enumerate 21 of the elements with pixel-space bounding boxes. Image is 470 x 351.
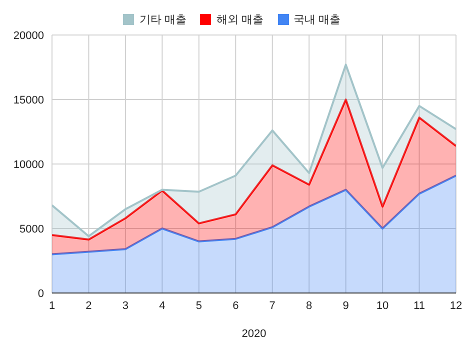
x-tick-label: 7 [269, 300, 276, 312]
x-axis-title: 2020 [242, 328, 266, 340]
x-tick-label: 8 [306, 300, 312, 312]
legend-label: 기타 매출 [139, 13, 186, 27]
y-tick-label: 0 [38, 288, 44, 300]
x-tick-label: 9 [342, 300, 349, 312]
x-tick-label: 11 [414, 300, 425, 312]
x-tick-label: 10 [376, 300, 389, 312]
x-tick-label: 4 [159, 300, 166, 312]
x-tick-label: 6 [232, 300, 239, 312]
legend-label: 해외 매출 [216, 13, 264, 27]
x-tick-label: 2 [86, 300, 92, 312]
y-tick-label: 10000 [13, 158, 44, 171]
legend-label: 국내 매출 [294, 13, 341, 27]
y-tick-label: 5000 [20, 223, 44, 236]
y-tick-label: 20000 [13, 30, 44, 42]
y-tick-label: 15000 [13, 94, 44, 106]
x-tick-label: 1 [48, 300, 56, 312]
x-tick-label: 12 [450, 300, 462, 312]
x-tick-label: 5 [196, 300, 202, 312]
x-tick-label: 3 [122, 300, 129, 312]
